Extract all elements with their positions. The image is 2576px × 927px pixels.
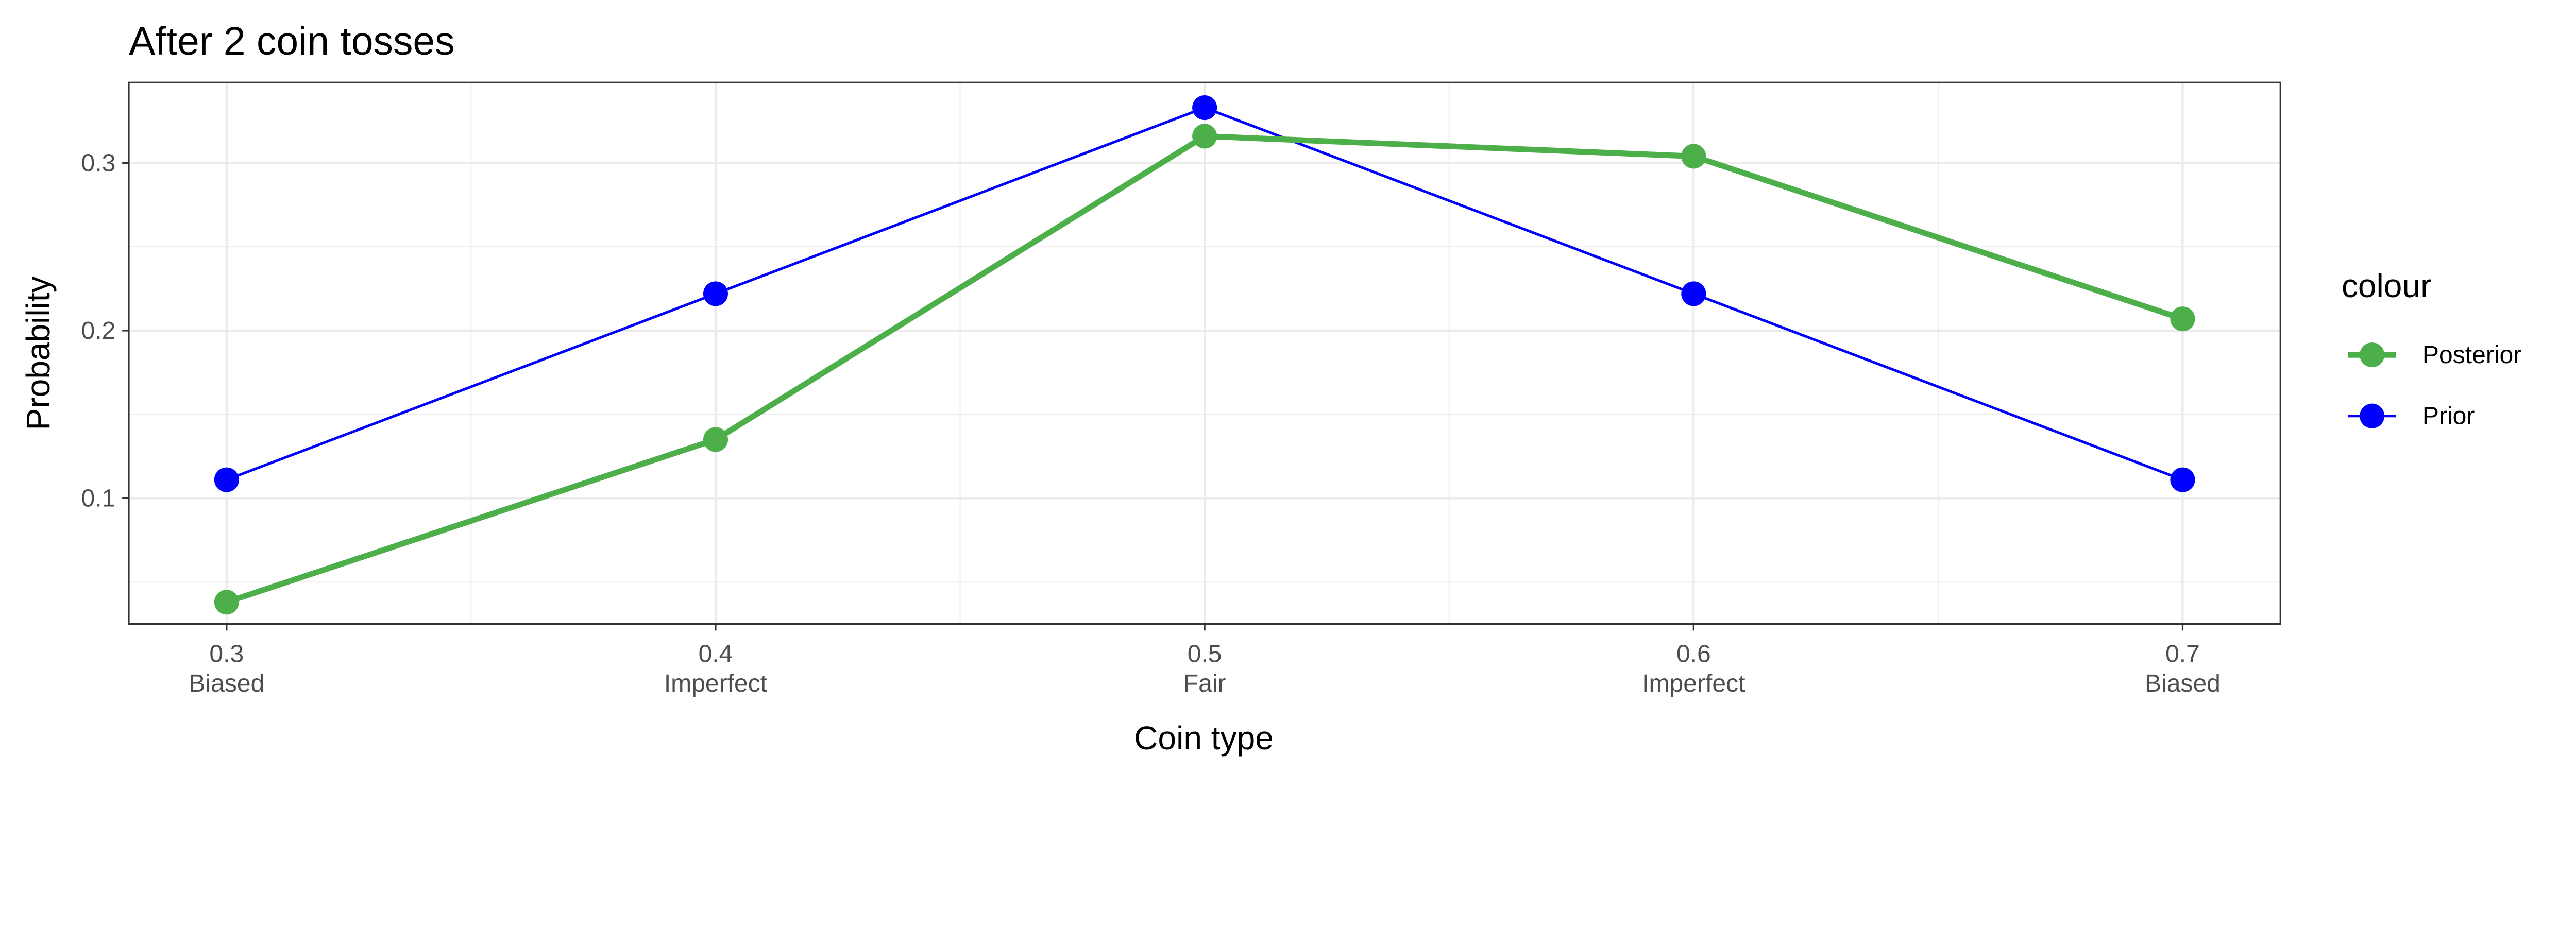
data-point bbox=[1192, 95, 1217, 121]
data-point bbox=[2170, 306, 2195, 332]
data-point bbox=[1681, 281, 1706, 306]
data-point bbox=[1192, 124, 1217, 149]
y-axis-title: Probability bbox=[20, 276, 57, 430]
x-tick-label: 0.3 bbox=[209, 640, 244, 667]
data-point bbox=[2170, 467, 2195, 492]
y-tick-label: 0.1 bbox=[81, 484, 116, 512]
x-axis-title: Coin type bbox=[1134, 719, 1274, 757]
data-point bbox=[703, 281, 728, 306]
x-tick-sublabel: Imperfect bbox=[664, 670, 767, 697]
x-tick-label: 0.7 bbox=[2165, 640, 2200, 667]
chart-title: After 2 coin tosses bbox=[129, 19, 455, 63]
y-tick-label: 0.2 bbox=[81, 317, 116, 345]
x-tick-label: 0.6 bbox=[1676, 640, 1711, 667]
legend-label: Prior bbox=[2422, 402, 2475, 430]
series-lines bbox=[214, 95, 2195, 615]
legend: colour Posterior Prior bbox=[2342, 267, 2521, 430]
x-tick-sublabel: Biased bbox=[2145, 670, 2221, 697]
data-point bbox=[703, 427, 728, 452]
x-tick-label: 0.5 bbox=[1188, 640, 1222, 667]
legend-title: colour bbox=[2342, 267, 2432, 304]
series-prior bbox=[214, 95, 2195, 492]
legend-key-point bbox=[2360, 403, 2385, 428]
data-point bbox=[214, 590, 239, 615]
x-tick-sublabel: Fair bbox=[1183, 670, 1226, 697]
x-tick-sublabel: Biased bbox=[189, 670, 264, 697]
x-tick-sublabel: Imperfect bbox=[1642, 670, 1745, 697]
series-posterior bbox=[214, 124, 2195, 615]
legend-key-point bbox=[2360, 342, 2385, 368]
x-tick-label: 0.4 bbox=[699, 640, 733, 667]
chart: After 2 coin tosses 0.10.20.30.3Biased0.… bbox=[20, 19, 2521, 757]
data-point bbox=[1681, 144, 1706, 169]
grid bbox=[129, 82, 2281, 624]
axes: 0.1 0.2 0.3 0.3 Biased 0.4 Imperfect 0.5 Fair 0.6… bbox=[81, 149, 2221, 697]
y-tick-label: 0.3 bbox=[81, 149, 116, 177]
legend-label: Posterior bbox=[2422, 341, 2521, 369]
data-point bbox=[214, 467, 239, 492]
